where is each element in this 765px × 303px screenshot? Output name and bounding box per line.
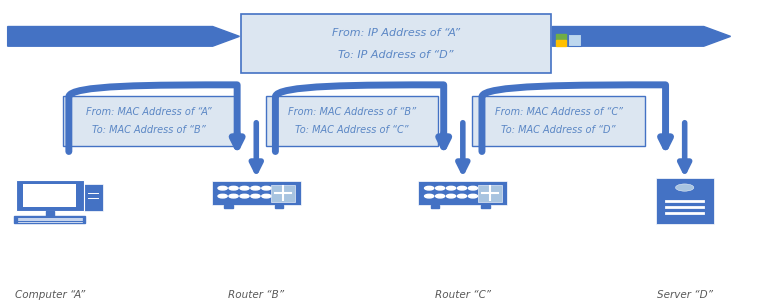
FancyBboxPatch shape <box>63 96 235 146</box>
Circle shape <box>435 194 444 198</box>
FancyBboxPatch shape <box>266 96 438 146</box>
FancyBboxPatch shape <box>83 184 103 211</box>
FancyBboxPatch shape <box>241 14 551 73</box>
Text: To: MAC Address of “B”: To: MAC Address of “B” <box>93 125 206 135</box>
Text: From: IP Address of “A”: From: IP Address of “A” <box>332 28 460 38</box>
Text: To: MAC Address of “D”: To: MAC Address of “D” <box>501 125 616 135</box>
Circle shape <box>447 194 456 198</box>
FancyArrow shape <box>8 26 239 46</box>
FancyArrow shape <box>552 26 731 46</box>
Text: Router “B”: Router “B” <box>228 290 285 301</box>
Circle shape <box>425 186 434 190</box>
Circle shape <box>468 194 477 198</box>
Circle shape <box>675 184 694 191</box>
Bar <box>275 205 283 208</box>
Bar <box>556 34 566 40</box>
Bar <box>224 205 233 208</box>
FancyBboxPatch shape <box>472 96 644 146</box>
Circle shape <box>229 194 238 198</box>
Circle shape <box>251 194 260 198</box>
Bar <box>556 40 566 46</box>
Circle shape <box>425 194 434 198</box>
Circle shape <box>251 186 260 190</box>
Bar <box>14 216 86 223</box>
Text: From: MAC Address of “A”: From: MAC Address of “A” <box>86 107 212 117</box>
Bar <box>568 34 581 46</box>
Text: Computer “A”: Computer “A” <box>15 290 85 301</box>
Bar <box>431 205 439 208</box>
Circle shape <box>457 194 467 198</box>
Circle shape <box>262 186 271 190</box>
Bar <box>481 205 490 208</box>
FancyBboxPatch shape <box>656 178 714 224</box>
Text: From: MAC Address of “B”: From: MAC Address of “B” <box>288 107 416 117</box>
Text: Server “D”: Server “D” <box>656 290 713 301</box>
FancyBboxPatch shape <box>418 181 507 205</box>
Circle shape <box>240 194 249 198</box>
Circle shape <box>240 186 249 190</box>
FancyBboxPatch shape <box>272 185 295 202</box>
Circle shape <box>435 186 444 190</box>
Circle shape <box>447 186 456 190</box>
Circle shape <box>262 194 271 198</box>
FancyBboxPatch shape <box>23 184 76 207</box>
Circle shape <box>229 186 238 190</box>
Circle shape <box>218 186 227 190</box>
Circle shape <box>457 186 467 190</box>
Bar <box>46 211 54 216</box>
Circle shape <box>468 186 477 190</box>
FancyBboxPatch shape <box>15 180 84 211</box>
FancyBboxPatch shape <box>478 185 502 202</box>
Text: From: MAC Address of “C”: From: MAC Address of “C” <box>494 107 623 117</box>
Circle shape <box>218 194 227 198</box>
FancyBboxPatch shape <box>212 181 301 205</box>
Text: To: MAC Address of “C”: To: MAC Address of “C” <box>295 125 409 135</box>
Text: To: IP Address of “D”: To: IP Address of “D” <box>338 50 454 60</box>
Text: Router “C”: Router “C” <box>435 290 491 301</box>
